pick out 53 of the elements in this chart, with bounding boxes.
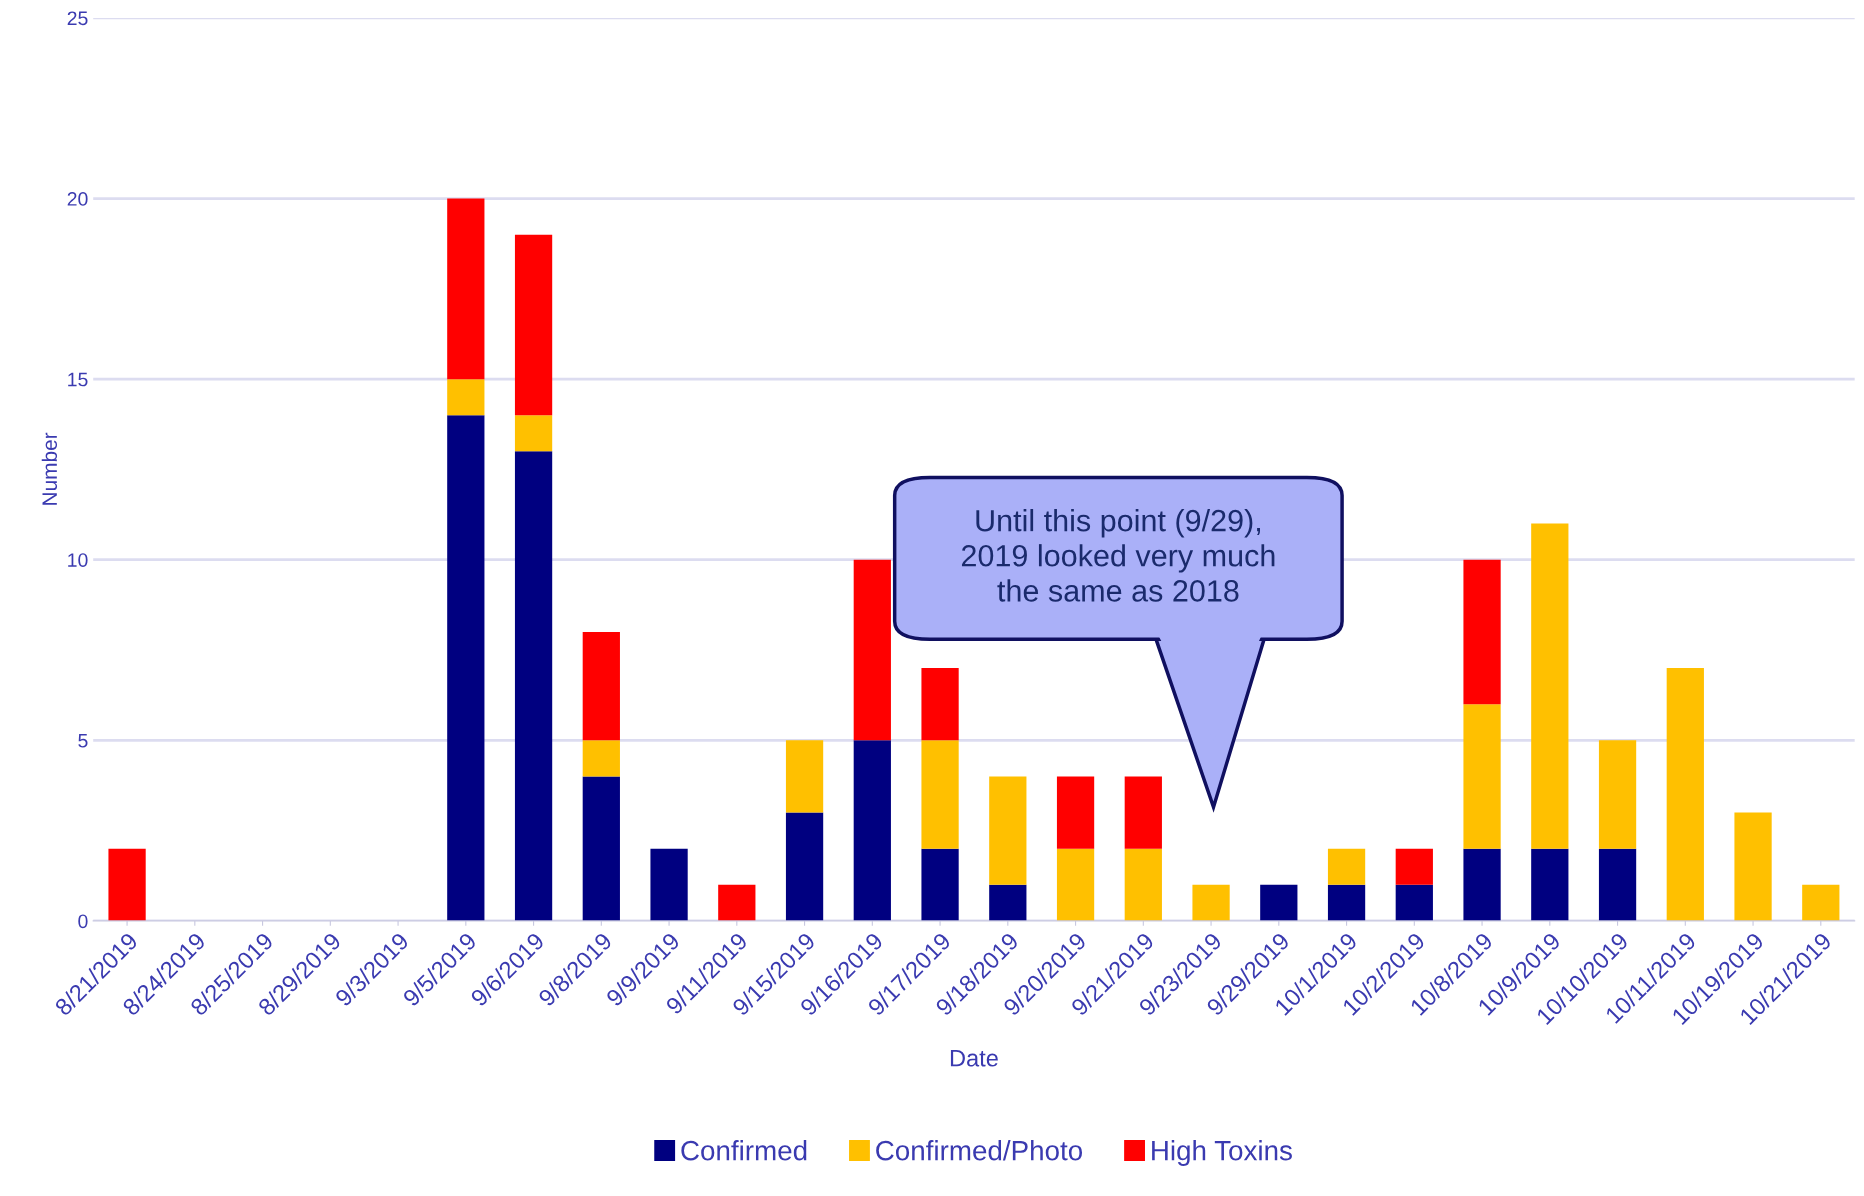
bar	[1666, 668, 1704, 921]
bar	[447, 198, 485, 380]
x-axis-title: Date	[950, 1050, 998, 1067]
bar	[582, 776, 620, 921]
legend-label: Confirmed/Photo	[876, 1140, 1083, 1161]
bar	[1260, 884, 1298, 921]
bar	[1531, 523, 1569, 849]
bar	[785, 740, 824, 813]
y-tick-label: 5	[78, 733, 88, 748]
bar	[853, 559, 891, 741]
bar	[447, 415, 485, 921]
bar	[1056, 848, 1095, 921]
bar	[1192, 884, 1230, 921]
bar	[921, 740, 959, 849]
bar	[1124, 776, 1162, 849]
y-tick-label: 15	[68, 372, 88, 387]
bar	[1734, 812, 1772, 921]
bar	[718, 884, 756, 921]
bar	[1327, 848, 1366, 885]
bar	[1598, 848, 1637, 921]
bar	[1598, 740, 1637, 849]
bar	[1802, 884, 1840, 921]
bar	[921, 848, 959, 921]
bar	[1395, 884, 1433, 921]
bar	[989, 776, 1027, 885]
bar	[1463, 848, 1501, 921]
y-axis-title: Number	[41, 432, 58, 505]
bar	[582, 631, 620, 741]
bar	[514, 234, 553, 416]
bar	[1395, 848, 1433, 885]
y-tick-label: 0	[78, 914, 88, 929]
bar	[650, 848, 688, 921]
bar	[785, 812, 824, 921]
bar	[1327, 884, 1366, 921]
bar	[1531, 848, 1569, 921]
bar	[108, 848, 146, 921]
bar	[1056, 776, 1095, 849]
bar	[989, 884, 1027, 921]
annotation: Until this point (9/29), 2019 looked very much the same as 2018	[961, 509, 1275, 602]
bar	[582, 740, 620, 777]
legend-label: High Toxins	[1152, 1140, 1292, 1166]
bar	[514, 451, 553, 921]
legend-label: Confirmed	[681, 1140, 807, 1161]
y-tick-label: 20	[67, 192, 88, 206]
y-tick-label: 10	[68, 553, 88, 567]
bar	[1124, 848, 1162, 921]
bar	[853, 740, 891, 921]
bar	[447, 379, 485, 416]
bar	[921, 668, 959, 741]
bar	[514, 415, 553, 452]
bar	[1463, 704, 1501, 849]
y-tick-label: 25	[67, 11, 88, 26]
bar	[1463, 559, 1501, 705]
